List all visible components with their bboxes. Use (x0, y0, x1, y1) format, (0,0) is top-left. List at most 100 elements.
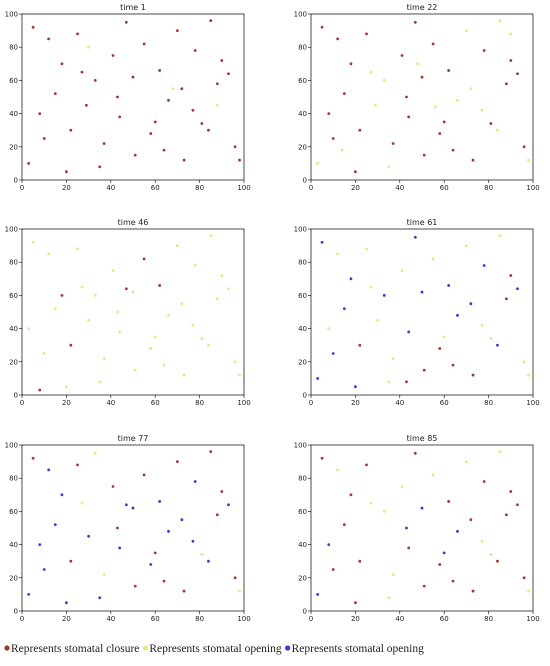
point (238, 158, 241, 162)
point (480, 108, 484, 112)
y-tick-label: 80 (9, 259, 18, 267)
x-tick-label: 20 (62, 615, 71, 623)
point (215, 513, 219, 517)
y-tick-label: 40 (298, 541, 307, 549)
point (504, 82, 508, 86)
point (465, 29, 468, 32)
point (207, 128, 210, 132)
point (76, 463, 79, 467)
point (456, 98, 459, 102)
subplot-title: time 22 (407, 3, 438, 12)
legend-marker (285, 645, 291, 651)
point (80, 70, 84, 74)
point (111, 485, 115, 488)
point (149, 563, 153, 566)
point (469, 302, 473, 306)
point (131, 75, 135, 79)
point (167, 98, 170, 102)
point (209, 450, 213, 454)
point (391, 573, 395, 576)
x-tick-label: 100 (237, 399, 250, 407)
subplot-title: time 1 (120, 3, 146, 12)
point (220, 59, 224, 62)
subplot: time 22 0 20 40 60 80 100 0 20 40 60 80 100 (294, 3, 540, 192)
point (238, 589, 241, 593)
point (133, 368, 137, 372)
point (200, 553, 204, 556)
legend-marker (4, 645, 10, 651)
point (431, 473, 435, 477)
y-tick-label: 40 (298, 325, 307, 333)
point (180, 87, 184, 91)
x-tick-label: 40 (106, 399, 115, 407)
point (111, 269, 115, 272)
point (98, 165, 102, 169)
point (53, 307, 57, 311)
point (438, 347, 442, 350)
point (387, 165, 391, 169)
point (504, 513, 508, 517)
point (53, 523, 57, 527)
y-tick-label: 0 (303, 392, 307, 400)
legend-marker (142, 645, 148, 651)
point (400, 485, 404, 488)
point (215, 103, 219, 107)
point (489, 553, 493, 556)
point (465, 244, 468, 248)
point (504, 297, 508, 301)
point (442, 551, 446, 555)
point (482, 264, 486, 267)
point (80, 285, 84, 289)
point (65, 601, 68, 605)
point (47, 37, 51, 41)
point (349, 62, 353, 66)
point (422, 368, 426, 372)
point (60, 493, 64, 497)
y-tick-label: 20 (9, 358, 18, 366)
point (496, 559, 499, 563)
point (131, 290, 135, 294)
point (516, 503, 519, 507)
point (209, 19, 213, 23)
point (400, 54, 404, 57)
plot-frame (21, 444, 245, 612)
point (60, 62, 64, 66)
x-tick-label: 100 (526, 399, 539, 407)
point (407, 330, 411, 334)
point (158, 284, 162, 287)
subplot: time 61 0 20 40 60 80 100 0 20 40 60 80 100 (294, 218, 540, 407)
point (336, 468, 340, 472)
point (118, 115, 122, 119)
point (162, 148, 166, 152)
x-tick-label: 0 (20, 615, 24, 623)
point (47, 468, 51, 472)
y-tick-label: 40 (298, 110, 307, 118)
subplot: time 85 0 20 40 60 80 100 0 20 40 60 80 100 (294, 434, 540, 623)
point (447, 500, 451, 503)
point (354, 385, 357, 389)
point (489, 337, 493, 340)
point (340, 148, 344, 152)
legend-label: Represents stomatal closure (11, 643, 139, 655)
point (42, 137, 46, 140)
subplot-title: time 77 (118, 434, 149, 443)
point (431, 257, 435, 261)
point (413, 20, 417, 24)
point (238, 373, 241, 377)
point (167, 529, 170, 533)
x-tick-label: 20 (351, 184, 360, 192)
point (233, 145, 237, 149)
x-tick-label: 100 (237, 184, 250, 192)
y-tick-label: 40 (9, 325, 18, 333)
x-tick-label: 80 (484, 184, 493, 192)
point (180, 518, 184, 522)
point (407, 546, 411, 550)
point (98, 596, 102, 600)
point (316, 377, 320, 380)
x-tick-label: 60 (151, 615, 160, 623)
point (87, 45, 90, 49)
point (489, 122, 493, 125)
point (38, 388, 42, 392)
point (233, 360, 237, 364)
point (233, 576, 237, 580)
